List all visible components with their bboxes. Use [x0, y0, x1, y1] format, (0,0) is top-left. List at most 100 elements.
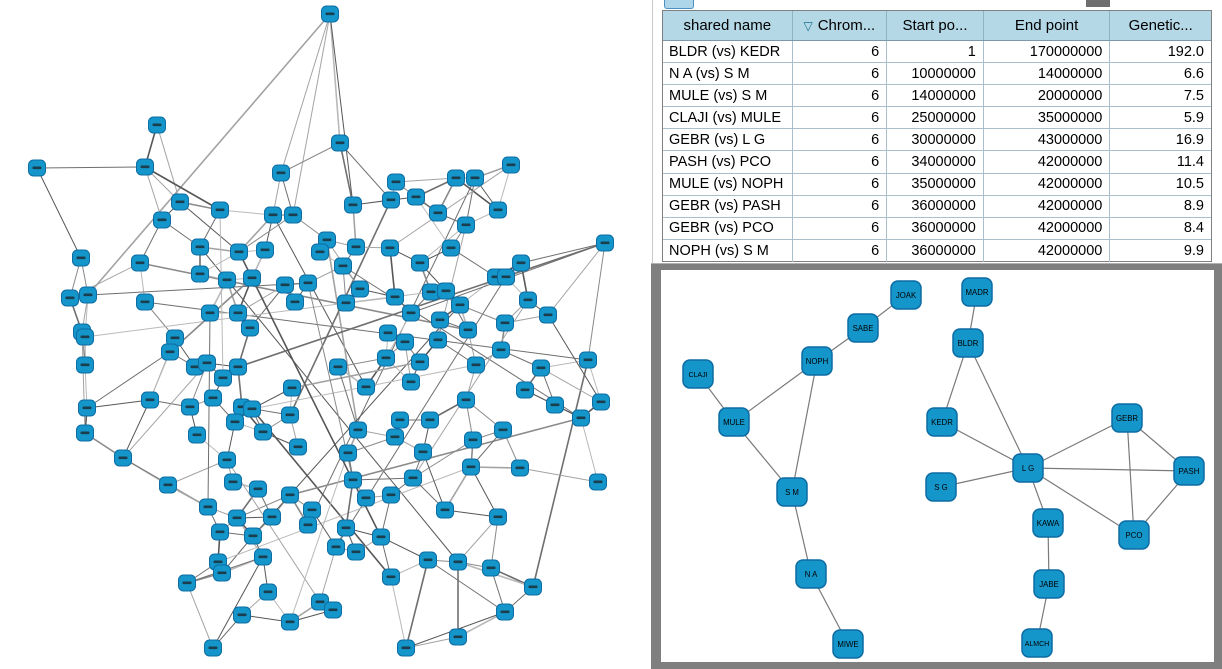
network-node-61[interactable]: [379, 324, 397, 342]
network-node-8[interactable]: [284, 206, 302, 224]
network-node-36[interactable]: [407, 188, 425, 206]
table-cell[interactable]: 36000000: [887, 195, 984, 217]
network-node-137[interactable]: [589, 473, 607, 491]
node-shape[interactable]: [926, 407, 958, 437]
network-node-112[interactable]: [429, 331, 447, 349]
network-node-95[interactable]: [211, 523, 229, 541]
network-node-140[interactable]: [372, 528, 390, 546]
table-cell[interactable]: 170000000: [984, 41, 1111, 63]
column-header-4[interactable]: Genetic...: [1110, 11, 1211, 40]
node-shape[interactable]: [1033, 569, 1065, 599]
network-node-115[interactable]: [457, 391, 475, 409]
network-node-54[interactable]: [337, 294, 355, 312]
table-cell[interactable]: 6: [793, 217, 888, 239]
node-shape[interactable]: [1012, 453, 1044, 483]
network-node-40[interactable]: [457, 216, 475, 234]
table-row[interactable]: PASH (vs) PCO 6 34000000 42000000 11.4: [663, 151, 1211, 174]
overview-network-canvas[interactable]: [0, 0, 652, 669]
table-row[interactable]: BLDR (vs) KEDR 6 1 170000000 192.0: [663, 41, 1211, 64]
network-node-97[interactable]: [254, 548, 272, 566]
table-row[interactable]: GEBR (vs) PASH 6 36000000 42000000 8.9: [663, 195, 1211, 218]
table-cell[interactable]: 192.0: [1167, 43, 1204, 60]
network-node-MADR[interactable]: MADR: [961, 277, 993, 307]
table-cell[interactable]: 36000000: [887, 239, 984, 262]
table-cell[interactable]: 6.6: [1183, 65, 1204, 82]
network-node-N A[interactable]: N A: [795, 559, 827, 589]
network-node-82[interactable]: [188, 426, 206, 444]
network-node-41[interactable]: [347, 238, 365, 256]
table-row[interactable]: GEBR (vs) L G 6 30000000 43000000 16.9: [663, 129, 1211, 152]
network-node-33[interactable]: [466, 169, 484, 187]
node-shape[interactable]: [847, 313, 879, 343]
network-node-101[interactable]: [233, 606, 251, 624]
network-node-144[interactable]: [449, 553, 467, 571]
network-node-124[interactable]: [349, 421, 367, 439]
table-cell[interactable]: 6: [793, 195, 888, 217]
network-node-89[interactable]: [303, 501, 321, 519]
network-node-106[interactable]: [329, 358, 347, 376]
network-node-118[interactable]: [546, 396, 564, 414]
network-node-MIWE[interactable]: MIWE: [832, 629, 864, 659]
table-cell[interactable]: 25000000: [887, 107, 984, 129]
column-header-0[interactable]: shared name: [663, 11, 793, 40]
detail-network-svg[interactable]: JOAK SABE NOPH CLAJI MULE KEDR MADR BLDR GEBR L G…: [661, 270, 1214, 662]
node-shape[interactable]: [1111, 403, 1143, 433]
network-node-21[interactable]: [299, 274, 317, 292]
network-node-59[interactable]: [539, 306, 557, 324]
network-node-77[interactable]: [243, 400, 261, 418]
network-node-80[interactable]: [76, 424, 94, 442]
node-shape[interactable]: [961, 277, 993, 307]
network-node-60[interactable]: [496, 314, 514, 332]
network-node-GEBR[interactable]: GEBR: [1111, 403, 1143, 433]
network-node-145[interactable]: [482, 559, 500, 577]
network-node-25[interactable]: [286, 293, 304, 311]
network-node-6[interactable]: [211, 201, 229, 219]
network-node-128[interactable]: [464, 431, 482, 449]
table-cell[interactable]: 42000000: [984, 217, 1111, 239]
network-node-65[interactable]: [76, 356, 94, 374]
network-node-23[interactable]: [201, 304, 219, 322]
table-row[interactable]: MULE (vs) NOPH 6 35000000 42000000 10.5: [663, 173, 1211, 196]
table-cell[interactable]: 6: [793, 41, 888, 63]
network-node-56[interactable]: [451, 296, 469, 314]
node-shape[interactable]: [952, 328, 984, 358]
table-cell[interactable]: 6: [793, 173, 888, 195]
table-cell[interactable]: 35000000: [887, 173, 984, 195]
node-shape[interactable]: [776, 477, 808, 507]
table-cell[interactable]: N A (vs) S M: [663, 63, 793, 85]
network-node-143[interactable]: [419, 551, 437, 569]
table-cell[interactable]: 5.9: [1183, 109, 1204, 126]
table-cell[interactable]: 36000000: [887, 217, 984, 239]
network-node-51[interactable]: [422, 283, 440, 301]
node-shape[interactable]: [1021, 628, 1053, 658]
network-node-149[interactable]: [449, 628, 467, 646]
network-node-MULE[interactable]: MULE: [718, 407, 750, 437]
network-node-JOAK[interactable]: JOAK: [890, 280, 922, 310]
table-cell[interactable]: 10.5: [1175, 176, 1204, 193]
table-cell[interactable]: MULE (vs) NOPH: [663, 173, 793, 195]
network-node-47[interactable]: [512, 254, 530, 272]
table-cell[interactable]: 1: [887, 41, 984, 63]
network-node-92[interactable]: [228, 509, 246, 527]
network-node-S M[interactable]: S M: [776, 477, 808, 507]
network-node-CLAJI[interactable]: CLAJI: [682, 359, 714, 389]
network-node-88[interactable]: [281, 486, 299, 504]
network-node-52[interactable]: [437, 282, 455, 300]
network-node-3[interactable]: [136, 158, 154, 176]
network-node-KEDR[interactable]: KEDR: [926, 407, 958, 437]
table-row[interactable]: CLAJI (vs) MULE 6 25000000 35000000 5.9: [663, 107, 1211, 130]
table-cell[interactable]: GEBR (vs) PCO: [663, 217, 793, 239]
network-node-122[interactable]: [391, 411, 409, 429]
network-node-31[interactable]: [387, 173, 405, 191]
network-node-49[interactable]: [497, 268, 515, 286]
network-node-34[interactable]: [502, 156, 520, 174]
table-cell[interactable]: 8.4: [1183, 220, 1204, 237]
node-shape[interactable]: [1173, 456, 1205, 486]
network-node-110[interactable]: [411, 353, 429, 371]
table-cell[interactable]: 6: [793, 107, 888, 129]
network-node-131[interactable]: [511, 459, 529, 477]
network-node-16[interactable]: [61, 289, 79, 307]
table-cell[interactable]: 42000000: [984, 239, 1111, 262]
network-node-84[interactable]: [114, 449, 132, 467]
network-node-57[interactable]: [519, 291, 537, 309]
